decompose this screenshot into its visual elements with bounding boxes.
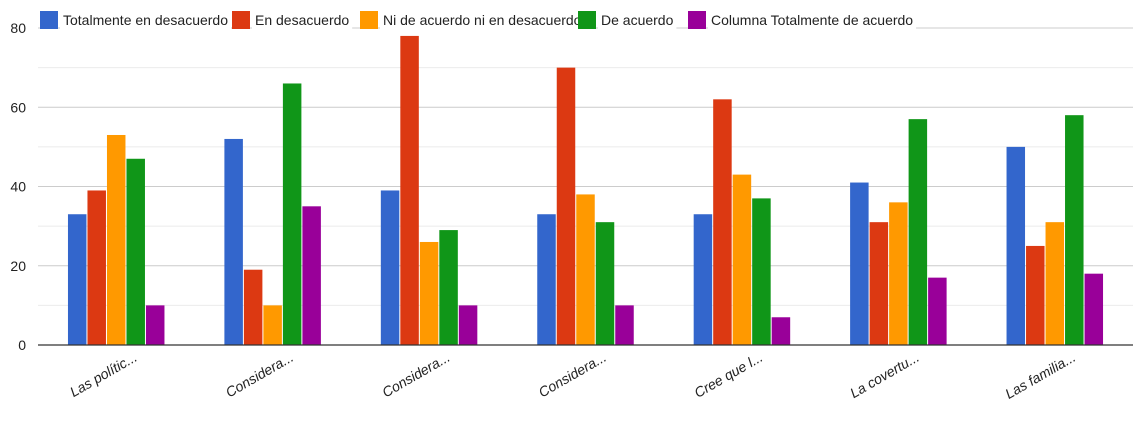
bar: [263, 305, 282, 345]
y-axis: 0 20 40 60 80: [10, 20, 26, 353]
bar: [243, 269, 263, 345]
legend-label: Ni de acuerdo ni en desacuerdo: [383, 12, 582, 28]
bar: [908, 119, 928, 345]
legend-swatch: [40, 11, 58, 29]
legend-label-background: [60, 10, 231, 30]
bar: [850, 182, 869, 345]
x-tick-label: La covertu...: [847, 349, 922, 401]
legend-label-background: [252, 10, 353, 30]
x-tick-label: Considera...: [536, 349, 609, 401]
bar: [282, 83, 302, 345]
legend-label-background: [708, 10, 917, 30]
y-tick-label: 0: [18, 337, 26, 353]
legend-label-background: [598, 10, 677, 30]
legend-swatch: [688, 11, 706, 29]
legend-label: Totalmente en desacuerdo: [63, 12, 228, 28]
x-tick-label: Cree que l...: [691, 349, 765, 401]
bar: [380, 190, 400, 345]
y-tick-label: 40: [10, 179, 26, 195]
legend-label: En desacuerdo: [255, 12, 349, 28]
legend-swatch: [360, 11, 378, 29]
legend-label: De acuerdo: [601, 12, 674, 28]
bar: [106, 134, 126, 345]
bar: [1026, 245, 1045, 345]
bar: [87, 190, 106, 345]
bar: [1045, 222, 1065, 345]
bar: [1084, 273, 1104, 345]
bar: [889, 202, 908, 345]
legend-label-background: [380, 10, 585, 30]
bar: [869, 222, 889, 345]
bar: [595, 222, 615, 345]
bar: [419, 241, 439, 345]
bars: [67, 35, 1104, 346]
legend-item: De acuerdo: [578, 10, 677, 30]
bar: [693, 214, 713, 345]
legend-swatch: [578, 11, 596, 29]
y-tick-label: 20: [10, 258, 26, 274]
legend-label: Columna Totalmente de acuerdo: [711, 12, 913, 28]
bar: [615, 305, 634, 345]
legend-item: Ni de acuerdo ni en desacuerdo: [360, 10, 585, 30]
bar: [732, 174, 752, 345]
bar: [439, 230, 458, 345]
bar: [67, 214, 87, 345]
bar: [145, 305, 165, 345]
bar: [928, 277, 947, 345]
y-tick-label: 60: [10, 99, 26, 115]
legend-item: En desacuerdo: [232, 10, 353, 30]
bar: [224, 138, 243, 345]
bar: [576, 194, 595, 345]
bar: [1006, 146, 1026, 345]
x-tick-label: Considera...: [223, 349, 296, 401]
bar: [771, 317, 791, 345]
bar: [458, 305, 478, 345]
x-tick-label: Las polític...: [67, 349, 140, 400]
x-tick-label: Considera...: [379, 349, 452, 401]
x-tick-label: Las familia...: [1002, 349, 1078, 402]
bar: [713, 99, 732, 345]
legend-item: Totalmente en desacuerdo: [40, 10, 231, 30]
legend-item: Columna Totalmente de acuerdo: [688, 10, 917, 30]
y-tick-label: 80: [10, 20, 26, 36]
bar: [400, 35, 419, 346]
x-axis: Las polític... Considera... Considera... Co…: [38, 344, 1133, 402]
bar: [537, 214, 556, 345]
bar: [1065, 115, 1084, 345]
bar: [126, 158, 145, 345]
legend-swatch: [232, 11, 250, 29]
bar: [556, 67, 576, 345]
bar: [302, 206, 321, 345]
legend: Totalmente en desacuerdo En desacuerdo Ni …: [40, 10, 917, 30]
bar: [752, 198, 771, 345]
